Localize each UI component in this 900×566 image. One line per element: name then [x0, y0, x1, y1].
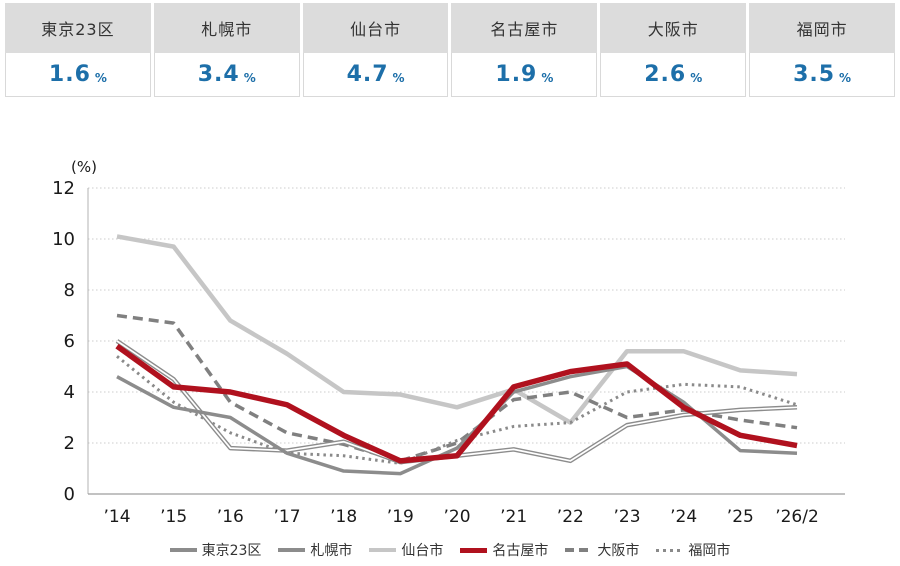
series-line-1 — [115, 339, 798, 465]
vacancy-rate-line-chart: 0 2 4 6 8 10 12 (%) ’14 ’15 ’16 ’17 ’18 ’19 ’20 ’21 ’22 ’… — [52, 158, 845, 527]
x-axis-tick-label: ’15 — [160, 507, 187, 527]
city-card-sendai: 仙台市 4.7 % — [302, 3, 449, 97]
x-axis-tick-label: ’18 — [330, 507, 357, 527]
y-axis-unit-label: (%) — [71, 158, 97, 176]
city-vacancy-value: 1.9 % — [451, 53, 598, 97]
y-axis-tick-label: 4 — [64, 382, 75, 403]
city-card-tokyo: 東京23区 1.6 % — [5, 3, 151, 97]
legend-label: 福岡市 — [688, 543, 731, 559]
city-vacancy-value: 1.6 % — [5, 53, 151, 97]
series-line-2 — [116, 234, 798, 425]
city-summary-header: 東京23区 1.6 % 札幌市 3.4 % 仙台市 4.7 % 名古屋市 1.9 — [5, 3, 895, 97]
legend-label: 仙台市 — [401, 543, 444, 559]
vacancy-number: 1.9 — [495, 62, 538, 87]
city-vacancy-value: 2.6 % — [600, 53, 747, 97]
y-axis-tick-label: 6 — [64, 331, 75, 352]
city-card-osaka: 大阪市 2.6 % — [600, 3, 747, 97]
vacancy-number: 1.6 — [48, 62, 91, 87]
legend-swatch-solid-gray-line — [169, 548, 197, 552]
x-axis-tick-label: ’16 — [217, 507, 244, 527]
x-axis-tick-label: ’22 — [557, 507, 584, 527]
legend-swatch-dotted-line — [656, 548, 684, 552]
legend-swatch-dashed-line — [565, 548, 593, 552]
series-line-3 — [115, 343, 798, 464]
percent-suffix: % — [94, 70, 107, 85]
city-card-fukuoka: 福岡市 3.5 % — [749, 3, 895, 97]
percent-suffix: % — [839, 70, 852, 85]
x-axis-tick-label: ’17 — [273, 507, 300, 527]
x-axis-tick-label: ’24 — [670, 507, 697, 527]
x-axis-tick-label: ’23 — [613, 507, 640, 527]
legend-swatch-double-line — [278, 548, 306, 552]
city-vacancy-value: 3.5 % — [749, 53, 895, 97]
vacancy-number: 3.5 — [793, 62, 836, 87]
x-axis-tick-label: ’25 — [727, 507, 754, 527]
legend-item-sendai: 仙台市 — [369, 540, 443, 560]
legend-label: 札幌市 — [310, 543, 353, 559]
city-name: 仙台市 — [302, 3, 449, 53]
legend-label: 大阪市 — [597, 543, 640, 559]
city-name: 札幌市 — [153, 3, 300, 53]
percent-suffix: % — [690, 70, 703, 85]
vacancy-number: 2.6 — [644, 62, 687, 87]
legend-label: 名古屋市 — [492, 543, 549, 559]
vacancy-number: 4.7 — [346, 62, 389, 87]
legend-item-tokyo: 東京23区 — [169, 540, 262, 560]
city-name: 大阪市 — [600, 3, 747, 53]
legend-item-fukuoka: 福岡市 — [656, 540, 730, 560]
series-line-0 — [116, 364, 798, 476]
percent-suffix: % — [541, 70, 554, 85]
y-axis-tick-label: 2 — [64, 433, 75, 454]
series-line-5 — [116, 355, 798, 465]
city-name: 福岡市 — [749, 3, 895, 53]
chart-legend: 東京23区 札幌市 仙台市 名古屋市 大阪市 福岡市 — [0, 540, 900, 560]
x-axis-tick-label: ’20 — [443, 507, 470, 527]
city-name: 東京23区 — [5, 3, 151, 53]
city-name: 名古屋市 — [451, 3, 598, 53]
city-vacancy-value: 4.7 % — [302, 53, 449, 97]
city-card-nagoya: 名古屋市 1.9 % — [451, 3, 598, 97]
x-axis-tick-label: ’19 — [387, 507, 414, 527]
city-vacancy-value: 3.4 % — [153, 53, 300, 97]
legend-swatch-red-line — [460, 547, 488, 553]
legend-label: 東京23区 — [201, 543, 262, 559]
series-line-1-inner — [116, 340, 798, 463]
y-axis-tick-label: 8 — [64, 280, 75, 301]
percent-suffix: % — [392, 70, 405, 85]
legend-item-osaka: 大阪市 — [565, 540, 639, 560]
legend-item-sapporo: 札幌市 — [278, 540, 352, 560]
x-axis-tick-label: ’21 — [500, 507, 527, 527]
y-axis-tick-label: 0 — [64, 484, 75, 505]
y-axis-tick-label: 10 — [52, 229, 75, 250]
y-axis-tick-label: 12 — [52, 178, 75, 199]
city-card-sapporo: 札幌市 3.4 % — [153, 3, 300, 97]
vacancy-number: 3.4 — [197, 62, 240, 87]
legend-item-nagoya: 名古屋市 — [460, 540, 548, 560]
percent-suffix: % — [243, 70, 256, 85]
x-axis-tick-label: ’26/2 — [775, 507, 819, 527]
x-axis-tick-label: ’14 — [103, 507, 130, 527]
legend-swatch-lightgray-line — [369, 548, 397, 552]
